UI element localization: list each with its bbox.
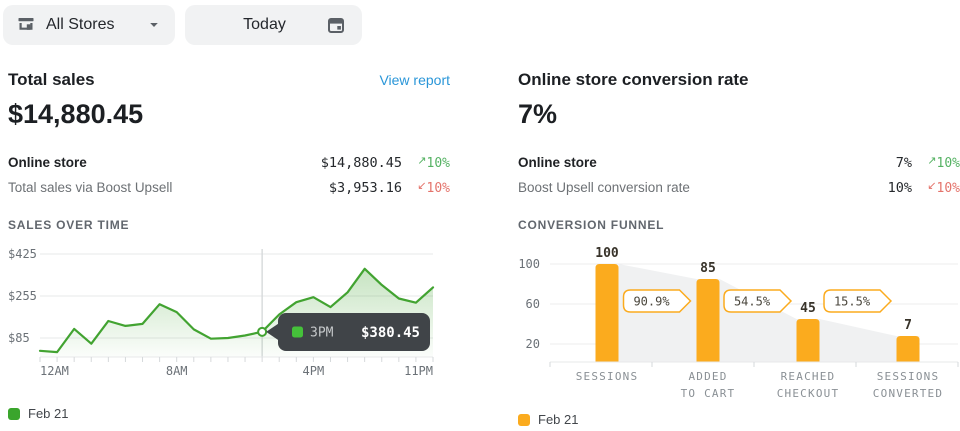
metric-change-badge: ↙10%	[927, 179, 960, 196]
svg-text:85: 85	[700, 261, 716, 276]
svg-text:$380.45: $380.45	[361, 325, 420, 341]
svg-text:20: 20	[526, 337, 540, 351]
svg-text:45: 45	[800, 301, 816, 316]
svg-text:$85: $85	[8, 331, 30, 345]
metric-change-badge: ↙10%	[417, 179, 450, 196]
legend-label: Feb 21	[538, 412, 579, 427]
svg-text:100: 100	[595, 246, 619, 261]
svg-text:7: 7	[904, 318, 912, 333]
svg-text:12AM: 12AM	[40, 364, 69, 378]
conversion-rate-value: 7%	[518, 99, 558, 129]
store-icon	[18, 18, 34, 30]
metric-value: 10%	[887, 179, 912, 196]
total-sales-breakdown: Online store $14,880.45 ↗10% Total sales…	[8, 150, 450, 200]
legend-swatch-orange	[518, 413, 530, 426]
svg-text:SESSIONS: SESSIONS	[576, 370, 639, 383]
conversion-rate-card: Online store conversion rate 7% Online s…	[518, 70, 960, 427]
trend-up-arrow-icon: ↗	[927, 154, 937, 167]
view-report-link[interactable]: View report	[379, 72, 450, 88]
conversion-rate-breakdown: Online store 7% ↗10% Boost Upsell conver…	[518, 150, 960, 200]
total-sales-card: Total sales View report $14,880.45 Onlin…	[8, 70, 450, 421]
conversion-funnel-heading: CONVERSION FUNNEL	[518, 218, 665, 232]
date-selector-button[interactable]: Today	[185, 5, 362, 45]
metric-label: Total sales via Boost Upsell	[8, 180, 173, 195]
svg-text:TO CART: TO CART	[681, 387, 736, 400]
sales-over-time-line-chart[interactable]: $425 $255 $85 12AM 8AM 4PM 11PM 3PM $380.45	[8, 239, 450, 389]
conversion-funnel-bar-chart[interactable]: 100 60 20 100 85 45 7 90.9% 54.5% 15.5% SESSIONS AD…	[518, 239, 960, 411]
metric-row-online-store: Online store $14,880.45 ↗10%	[8, 150, 450, 175]
metric-change-badge: ↗10%	[927, 154, 960, 171]
svg-text:4PM: 4PM	[303, 364, 325, 378]
metric-row-boost-upsell-sales: Total sales via Boost Upsell $3,953.16 ↙…	[8, 175, 450, 200]
svg-text:REACHED: REACHED	[781, 370, 836, 383]
total-sales-value: $14,880.45	[8, 99, 144, 129]
metric-change-badge: ↗10%	[417, 154, 450, 171]
svg-text:$425: $425	[8, 247, 37, 261]
svg-text:CHECKOUT: CHECKOUT	[777, 387, 840, 400]
conversion-rate-title: Online store conversion rate	[518, 70, 749, 89]
svg-text:100: 100	[518, 257, 540, 271]
svg-text:11PM: 11PM	[404, 364, 433, 378]
svg-text:SESSIONS: SESSIONS	[877, 370, 940, 383]
metric-value: $3,953.16	[328, 179, 402, 196]
legend-label: Feb 21	[28, 406, 69, 421]
legend-swatch-green	[8, 407, 20, 420]
calendar-icon	[328, 18, 344, 33]
trend-up-arrow-icon: ↗	[417, 154, 427, 167]
funnel-chart-legend: Feb 21	[518, 412, 960, 427]
svg-text:CONVERTED: CONVERTED	[873, 387, 943, 400]
svg-text:15.5%: 15.5%	[834, 295, 871, 309]
metric-label: Online store	[518, 155, 597, 170]
sales-chart-legend: Feb 21	[8, 406, 450, 421]
sales-over-time-heading: SALES OVER TIME	[8, 218, 130, 232]
store-selector-dropdown[interactable]: All Stores	[3, 5, 175, 45]
metric-row-online-store-rate: Online store 7% ↗10%	[518, 150, 960, 175]
total-sales-title: Total sales	[8, 70, 95, 89]
date-selector-label: Today	[243, 16, 286, 33]
metric-label: Online store	[8, 155, 87, 170]
trend-down-arrow-icon: ↙	[927, 179, 937, 192]
svg-text:$255: $255	[8, 289, 37, 303]
trend-down-arrow-icon: ↙	[417, 179, 427, 192]
metric-value: 7%	[895, 154, 912, 171]
svg-text:ADDED: ADDED	[688, 370, 727, 383]
svg-text:60: 60	[526, 297, 540, 311]
svg-text:90.9%: 90.9%	[633, 295, 670, 309]
store-selector-label: All Stores	[46, 16, 115, 33]
metric-row-boost-upsell-rate: Boost Upsell conversion rate 10% ↙10%	[518, 175, 960, 200]
svg-text:54.5%: 54.5%	[734, 295, 771, 309]
chevron-down-icon	[150, 23, 158, 27]
metric-label: Boost Upsell conversion rate	[518, 180, 690, 195]
metric-value: $14,880.45	[320, 154, 402, 171]
svg-text:3PM: 3PM	[310, 326, 334, 341]
svg-text:8AM: 8AM	[166, 364, 188, 378]
